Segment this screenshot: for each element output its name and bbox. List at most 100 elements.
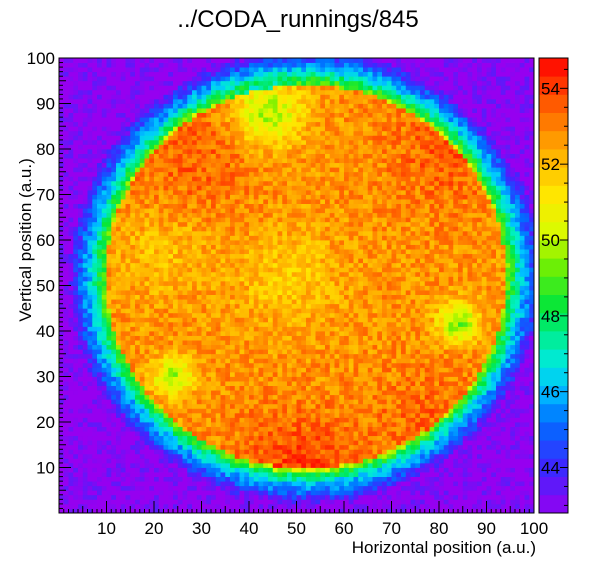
heatmap-cell (420, 294, 426, 300)
heatmap-cell (334, 299, 340, 305)
heatmap-cell (87, 367, 93, 373)
heatmap-cell (68, 412, 74, 418)
heatmap-cell (401, 462, 407, 468)
heatmap-cell (163, 440, 169, 446)
heatmap-cell (211, 321, 217, 327)
heatmap-cell (386, 294, 392, 300)
heatmap-cell (462, 358, 468, 364)
heatmap-cell (462, 494, 468, 500)
heatmap-cell (329, 467, 335, 473)
heatmap-cell (372, 290, 378, 295)
heatmap-cell (168, 408, 174, 414)
heatmap-cell (477, 467, 483, 473)
heatmap-cell (486, 321, 492, 327)
heatmap-cell (234, 321, 240, 327)
heatmap-cell (230, 408, 236, 414)
heatmap-cell (135, 290, 141, 295)
heatmap-cell (301, 308, 307, 314)
heatmap-cell (439, 367, 445, 373)
heatmap-cell (73, 335, 79, 341)
heatmap-cell (391, 353, 397, 359)
heatmap-cell (329, 417, 335, 423)
heatmap-cell (68, 394, 74, 400)
heatmap-cell (529, 308, 535, 314)
heatmap-cell (201, 335, 207, 341)
heatmap-cell (158, 490, 164, 496)
heatmap-cell (92, 376, 98, 382)
heatmap-cell (111, 367, 117, 373)
heatmap-cell (211, 385, 217, 391)
heatmap-cell (111, 453, 117, 459)
heatmap-cell (367, 362, 373, 368)
heatmap-cell (239, 462, 245, 468)
heatmap-cell (386, 349, 392, 355)
heatmap-cell (462, 476, 468, 482)
heatmap-cell (192, 385, 198, 391)
heatmap-cell (467, 340, 473, 346)
heatmap-cell (230, 440, 236, 446)
heatmap-cell (139, 321, 145, 327)
heatmap-cell (377, 494, 383, 500)
heatmap-cell (420, 490, 426, 496)
heatmap-cell (234, 290, 240, 295)
heatmap-cell (192, 408, 198, 414)
heatmap-cell (486, 317, 492, 323)
heatmap-cell (467, 312, 473, 318)
heatmap-cell (334, 494, 340, 500)
heatmap-cell (306, 326, 312, 332)
heatmap-cell (339, 412, 345, 418)
heatmap-cell (130, 285, 136, 291)
heatmap-cell (73, 472, 79, 477)
heatmap-cell (396, 371, 402, 377)
heatmap-cell (101, 435, 107, 441)
heatmap-cell (420, 290, 426, 295)
heatmap-cell (453, 299, 459, 305)
heatmap-cell (320, 431, 326, 437)
heatmap-cell (135, 481, 141, 487)
heatmap-cell (73, 294, 79, 300)
heatmap-cell (420, 381, 426, 386)
heatmap-cell (63, 467, 69, 473)
heatmap-cell (325, 481, 331, 487)
heatmap-cell (149, 417, 155, 423)
heatmap-cell (116, 417, 122, 423)
heatmap-cell (173, 508, 179, 514)
heatmap-cell (325, 385, 331, 391)
heatmap-cell (177, 412, 183, 418)
heatmap-cell (268, 490, 274, 496)
heatmap-cell (529, 358, 535, 364)
heatmap-cell (448, 503, 454, 509)
heatmap-cell (196, 285, 202, 291)
heatmap-cell (154, 435, 160, 441)
heatmap-cell (130, 394, 136, 400)
heatmap-cell (472, 294, 478, 300)
heatmap-cell (249, 462, 255, 468)
heatmap-cell (500, 394, 506, 400)
heatmap-cell (225, 317, 231, 323)
heatmap-cell (424, 344, 430, 350)
heatmap-cell (87, 412, 93, 418)
heatmap-cell (329, 440, 335, 446)
heatmap-cell (239, 431, 245, 437)
heatmap-cell (206, 403, 212, 409)
heatmap-cell (496, 390, 502, 396)
heatmap-cell (320, 440, 326, 446)
heatmap-cell (182, 408, 188, 414)
heatmap-cell (410, 485, 416, 491)
heatmap-cell (182, 353, 188, 359)
heatmap-cell (144, 449, 150, 455)
heatmap-cell (92, 344, 98, 350)
heatmap-cell (282, 394, 288, 400)
heatmap-cell (353, 503, 359, 509)
heatmap-cell (125, 285, 131, 291)
heatmap-cell (405, 431, 411, 437)
heatmap-cell (63, 399, 69, 405)
chart-title: ../CODA_runnings/845 (177, 6, 418, 33)
heatmap-cell (173, 367, 179, 373)
heatmap-cell (106, 317, 112, 323)
heatmap-cell (120, 285, 126, 291)
heatmap-cell (491, 358, 497, 364)
heatmap-cell (363, 376, 369, 382)
heatmap-cell (363, 317, 369, 323)
heatmap-cell (182, 385, 188, 391)
